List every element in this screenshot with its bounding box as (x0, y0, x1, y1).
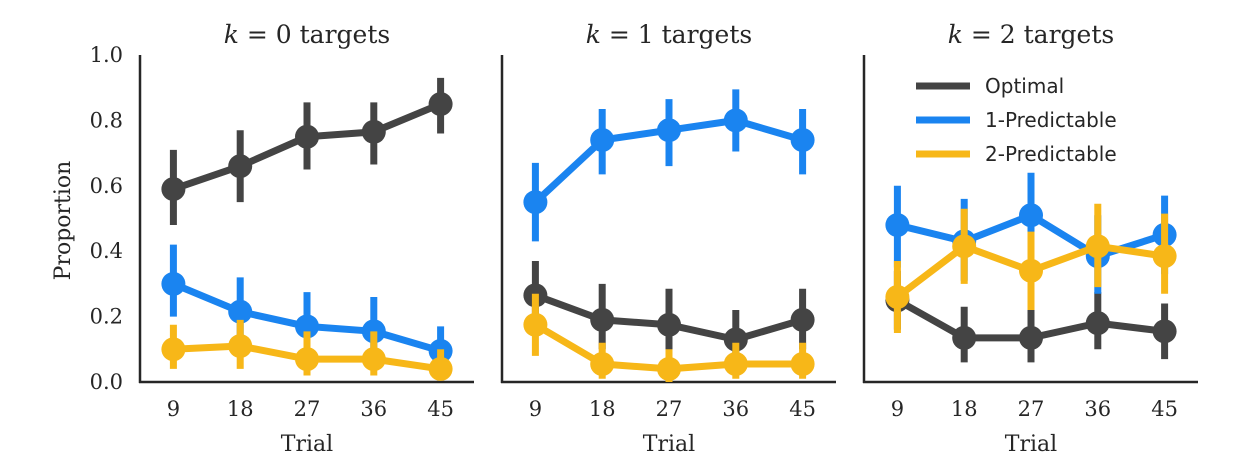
data-point (295, 347, 319, 372)
data-point (657, 118, 681, 143)
data-point (295, 314, 319, 339)
data-point (657, 312, 681, 337)
x-tick-label: 36 (360, 397, 387, 421)
data-point (428, 92, 453, 117)
x-tick-label: 9 (891, 397, 904, 421)
panel-title-text: = 1 targets (601, 20, 752, 49)
x-tick-label: 27 (656, 397, 683, 421)
panel-title: k = 2 targets (948, 20, 1114, 49)
data-point (361, 347, 386, 372)
data-point (1019, 258, 1043, 283)
x-tick-label: 36 (722, 397, 749, 421)
x-axis-label: Trial (281, 432, 333, 457)
panel-title-variable: k (586, 20, 601, 49)
y-tick-label: 0.8 (90, 108, 123, 132)
data-point (723, 327, 748, 352)
series (161, 319, 453, 381)
series (161, 77, 453, 226)
x-tick-label: 27 (1018, 397, 1045, 421)
data-point (161, 177, 186, 202)
data-point (1152, 244, 1177, 269)
panel-title: k = 0 targets (224, 20, 390, 49)
data-point (885, 284, 910, 309)
data-point (657, 356, 681, 381)
data-point (1085, 234, 1110, 259)
panel-2: k = 2 targets 9 18 27 36 45 Trial Optimal 1-Pred… (862, 20, 1198, 457)
panel-title-variable: k (224, 20, 239, 49)
series (885, 203, 1177, 333)
x-tick-label: 9 (167, 397, 180, 421)
y-tick-label: 0.6 (90, 174, 123, 198)
legend-label: 1-Predictable (985, 108, 1117, 132)
y-axis-label: Proportion (51, 161, 76, 281)
data-point (428, 356, 453, 381)
x-axis-label: Trial (643, 432, 695, 457)
x-axis-label: Trial (1005, 432, 1057, 457)
x-tick-label: 45 (789, 397, 816, 421)
data-point (295, 124, 319, 149)
x-tick-label: 36 (1084, 397, 1111, 421)
y-tick-label: 0.0 (90, 370, 123, 394)
panel-0: k = 0 targets 9 18 27 36 45 Trial 0.0 0.2 0.4 0.6 0… (51, 20, 474, 457)
data-point (1019, 325, 1043, 350)
data-point (1019, 203, 1043, 228)
panel-title-text: = 2 targets (963, 20, 1114, 49)
panel-title-text: = 0 targets (239, 20, 390, 49)
data-point (723, 352, 748, 377)
legend-label: 2-Predictable (985, 142, 1117, 166)
x-tick-label: 9 (529, 397, 542, 421)
x-tick-label: 18 (227, 397, 254, 421)
data-point (790, 352, 815, 377)
data-point (161, 337, 186, 362)
y-tick-label: 0.4 (90, 239, 123, 263)
x-tick-label: 45 (427, 397, 454, 421)
data-point (1152, 319, 1177, 344)
data-point (885, 213, 910, 238)
data-point (161, 271, 186, 296)
x-tick-label: 45 (1151, 397, 1178, 421)
data-point (952, 234, 977, 259)
series (523, 293, 815, 382)
legend-label: Optimal (985, 74, 1064, 98)
data-point (790, 307, 815, 332)
data-point (361, 119, 386, 144)
data-point (1085, 311, 1110, 336)
series (523, 89, 815, 242)
x-tick-label: 18 (589, 397, 616, 421)
x-tick-label: 18 (951, 397, 978, 421)
y-tick-label: 1.0 (90, 43, 123, 67)
data-point (590, 128, 615, 153)
data-point (952, 325, 977, 350)
data-point (228, 334, 253, 359)
data-point (723, 108, 748, 133)
data-point (790, 128, 815, 153)
data-point (590, 307, 615, 332)
y-tick-label: 0.2 (90, 305, 123, 329)
panel-1: k = 1 targets 9 18 27 36 45 Trial (500, 20, 836, 457)
legend: Optimal 1-Predictable 2-Predictable (916, 74, 1117, 166)
data-point (590, 352, 615, 377)
data-point (228, 299, 253, 324)
data-point (523, 312, 548, 337)
data-point (523, 190, 548, 215)
data-point (228, 154, 253, 179)
panel-title: k = 1 targets (586, 20, 752, 49)
panel-title-variable: k (948, 20, 963, 49)
x-tick-label: 27 (294, 397, 321, 421)
